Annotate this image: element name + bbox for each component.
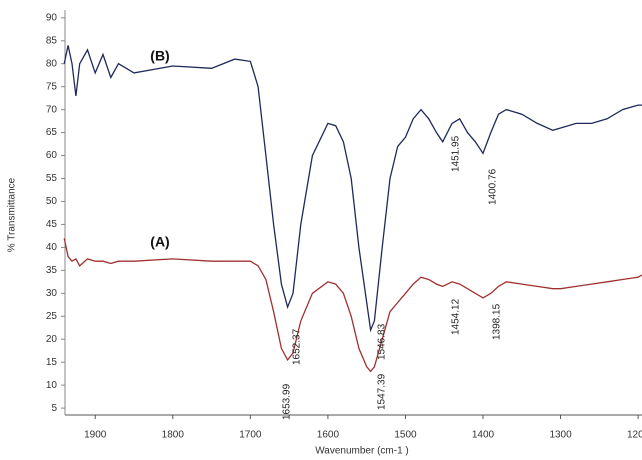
series-label: (B): [150, 48, 169, 64]
y-tick-label: 25: [46, 311, 58, 322]
y-tick-label: 50: [46, 196, 58, 207]
y-tick-label: 70: [46, 104, 58, 115]
peak-label: 1547.39: [377, 373, 388, 410]
y-tick-label: 30: [46, 288, 58, 299]
y-tick-label: 75: [46, 81, 58, 92]
peak-label: 1653.99: [282, 383, 293, 420]
y-tick-label: 85: [46, 35, 58, 46]
y-axis-title: % Transmittance: [7, 177, 18, 252]
y-tick-label: 35: [46, 265, 58, 276]
x-tick-label: 1800: [162, 430, 185, 441]
x-axis-title: Wavenumber (cm-1 ): [315, 446, 409, 457]
peak-label: 1454.12: [451, 298, 462, 335]
y-tick-label: 10: [46, 380, 58, 391]
y-tick-label: 80: [46, 58, 58, 69]
x-tick-label: 1400: [472, 430, 495, 441]
series-line: [63, 238, 642, 373]
y-tick-label: 40: [46, 242, 58, 253]
y-tick-label: 65: [46, 127, 58, 138]
y-tick-label: 5: [51, 403, 57, 414]
x-tick-label: 1200: [627, 430, 642, 441]
y-tick-label: 60: [46, 150, 58, 161]
peak-label: 1451.95: [451, 135, 462, 172]
peak-label: 1398.15: [492, 303, 503, 340]
x-tick-label: 1300: [549, 430, 572, 441]
peak-label: 1400.76: [488, 168, 499, 205]
y-tick-label: 45: [46, 219, 58, 230]
x-tick-label: 1900: [84, 430, 107, 441]
y-tick-label: 90: [46, 12, 58, 23]
peak-label: 1546.83: [377, 323, 388, 360]
y-tick-label: 55: [46, 173, 58, 184]
x-tick-label: 1600: [317, 430, 340, 441]
x-tick-label: 1500: [394, 430, 417, 441]
series-line: [63, 45, 642, 333]
series-label: (A): [150, 234, 169, 250]
y-tick-label: 15: [46, 357, 58, 368]
peak-label: 1652.37: [292, 328, 303, 365]
y-tick-label: 20: [46, 334, 58, 345]
x-tick-label: 1700: [239, 430, 262, 441]
